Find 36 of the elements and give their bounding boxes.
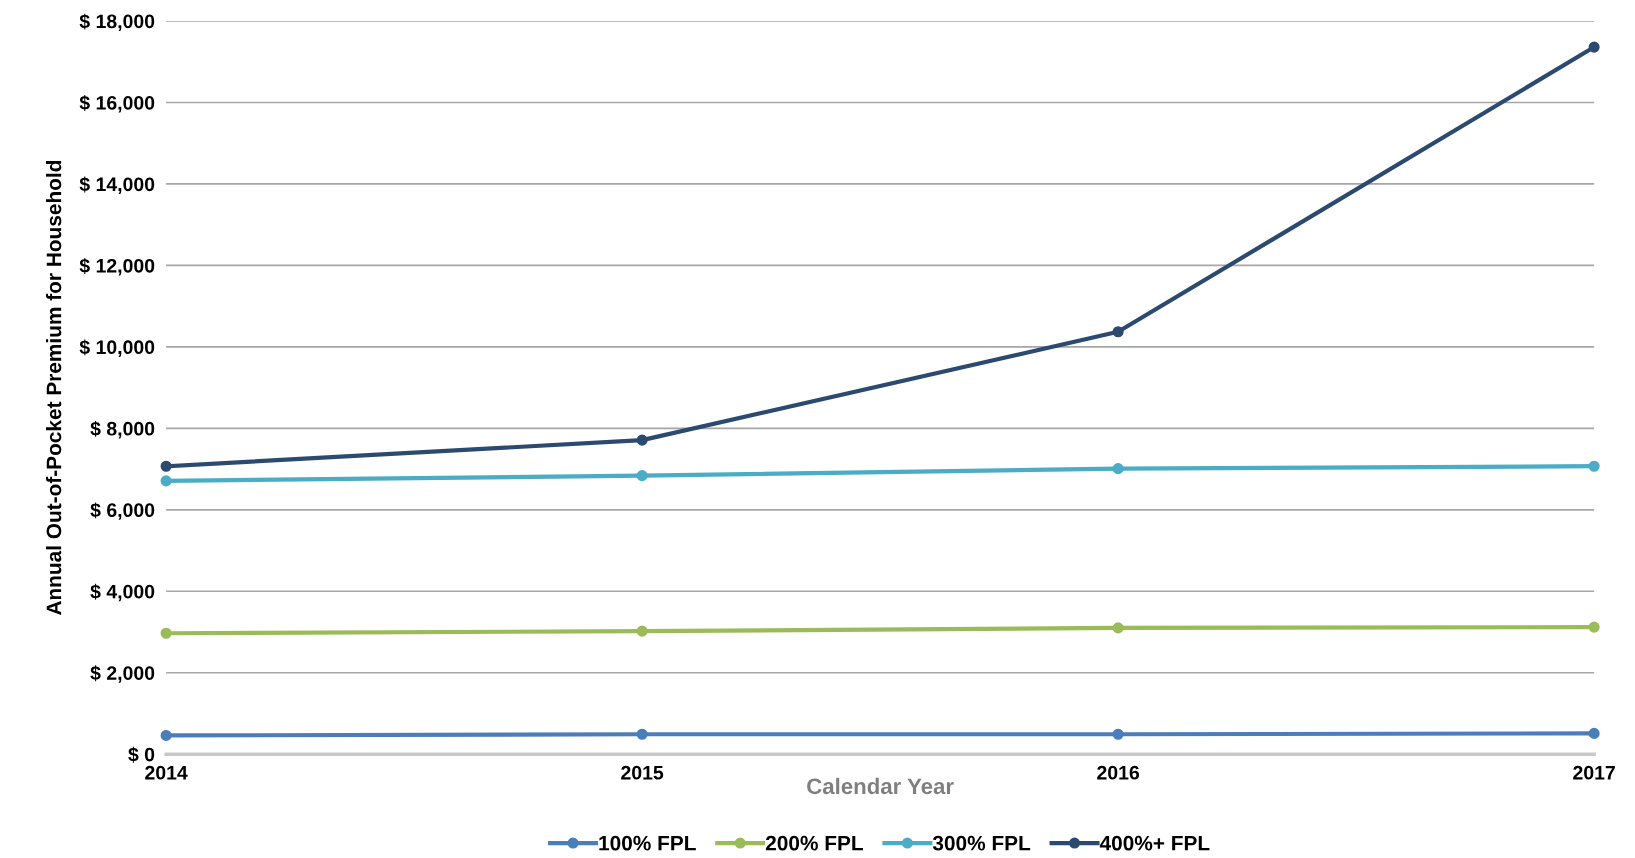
- y-tick-label: $ 4,000: [90, 583, 155, 602]
- x-axis-title: Calendar Year: [807, 777, 954, 795]
- x-tick-label: 2017: [1573, 765, 1615, 780]
- point: [1112, 463, 1124, 475]
- y-tick-label: $ 16,000: [79, 95, 155, 113]
- y-tick-label: $ 2,000: [90, 665, 155, 683]
- y-tick-label: $ 12,000: [79, 258, 155, 276]
- legend-label: 200% FPL: [765, 835, 863, 851]
- y-tick-label: $ 10,000: [79, 339, 155, 357]
- point: [636, 625, 648, 637]
- legend-label: 400%+ FPL: [1099, 835, 1210, 851]
- point: [1588, 727, 1600, 739]
- point: [160, 627, 172, 639]
- point: [1588, 41, 1600, 53]
- y-tick-label: $ 6,000: [90, 502, 155, 520]
- point: [160, 460, 172, 472]
- y-tick-label: $ 8,000: [90, 420, 155, 439]
- point: [160, 475, 172, 487]
- point: [1112, 728, 1124, 740]
- y-axis-title: Annual Out-of-Pocket Premium for Household: [46, 160, 62, 616]
- point: [160, 729, 172, 742]
- point: [1588, 621, 1600, 633]
- y-tick-label: $ 14,000: [79, 176, 155, 194]
- x-tick-label: 2014: [145, 765, 188, 780]
- point: [636, 434, 648, 446]
- x-tick-label: 2015: [621, 765, 664, 780]
- y-tick-label: $ 0: [128, 746, 155, 763]
- point: [636, 728, 648, 740]
- x-tick-label: 2016: [1097, 765, 1140, 780]
- point: [1112, 622, 1124, 634]
- point: [636, 470, 648, 482]
- legend-label: 300% FPL: [932, 835, 1031, 851]
- legend-label: 100% FPL: [599, 835, 696, 851]
- point: [1112, 326, 1124, 338]
- point: [1588, 460, 1600, 472]
- y-tick-label: $ 18,000: [79, 13, 155, 32]
